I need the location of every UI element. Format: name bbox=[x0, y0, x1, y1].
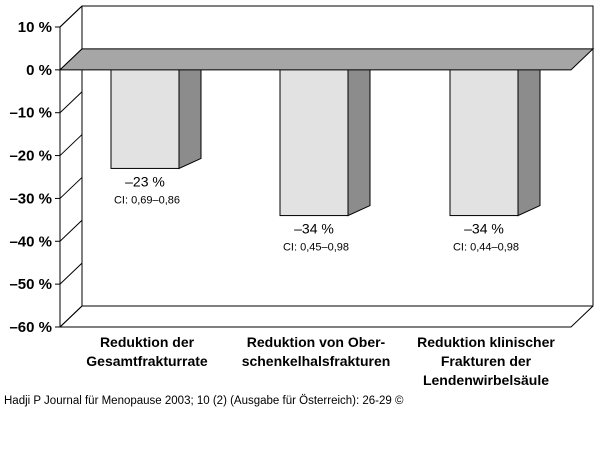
y-tick-label: –30 % bbox=[9, 190, 52, 207]
y-axis: 10 % 0 % –10 % –20 % –30 % –40 % –50 % –60 % bbox=[9, 5, 83, 336]
y-gridline-diagonal bbox=[59, 219, 83, 242]
y-tick-label: –20 % bbox=[9, 148, 52, 165]
bars bbox=[110, 57, 541, 217]
ci-label: CI: 0,45–0,98 bbox=[283, 242, 349, 254]
y-gridline-diagonal bbox=[59, 262, 83, 285]
y-tick-label: –60 % bbox=[9, 319, 52, 336]
category-label: Gesamtfrakturrate bbox=[86, 353, 208, 369]
y-tick-label: 10 % bbox=[18, 19, 52, 36]
bar-side bbox=[178, 57, 202, 170]
category-label: Frakturen der bbox=[441, 353, 532, 369]
y-gridline-diagonal bbox=[59, 91, 83, 114]
y-tick-label: –10 % bbox=[9, 105, 52, 122]
data-labels: –23 % CI: 0,69–0,86 –34 % CI: 0,45–0,98 –34 … bbox=[114, 173, 519, 253]
bar bbox=[110, 67, 180, 169]
bar bbox=[279, 67, 349, 217]
value-label: –34 % bbox=[294, 221, 334, 237]
value-label: –34 % bbox=[464, 221, 504, 237]
zero-plane bbox=[58, 48, 595, 71]
y-tick-label: –50 % bbox=[9, 276, 52, 293]
ci-label: CI: 0,69–0,86 bbox=[114, 194, 180, 206]
category-label: Reduktion der bbox=[100, 334, 195, 350]
y-tick-label: –40 % bbox=[9, 233, 52, 250]
y-gridline-diagonal bbox=[59, 305, 83, 328]
y-gridline-diagonal bbox=[59, 5, 83, 28]
category-label: Reduktion von Ober- bbox=[247, 334, 386, 350]
category-label: schenkelhalsfrakturen bbox=[242, 353, 391, 369]
category-label: Reduktion klinischer bbox=[417, 334, 555, 350]
value-label: –23 % bbox=[125, 173, 165, 189]
y-gridline-diagonal bbox=[59, 177, 83, 199]
y-tick-label: 0 % bbox=[26, 62, 52, 79]
y-gridline-diagonal bbox=[59, 134, 83, 156]
bar-side bbox=[347, 57, 371, 217]
zero-plane-surface bbox=[58, 48, 595, 71]
x-axis: Reduktion der Gesamtfrakturrate Reduktion … bbox=[86, 334, 555, 388]
category-label: Lendenwirbelsäule bbox=[423, 372, 549, 388]
ci-label: CI: 0,44–0,98 bbox=[453, 242, 519, 254]
bar-side bbox=[517, 57, 541, 217]
source-citation: Hadji P Journal für Menopause 2003; 10 (… bbox=[4, 395, 404, 407]
bar-chart: 10 % 0 % –10 % –20 % –30 % –40 % –50 % –60 % –2… bbox=[9, 5, 595, 388]
bar bbox=[449, 67, 519, 217]
